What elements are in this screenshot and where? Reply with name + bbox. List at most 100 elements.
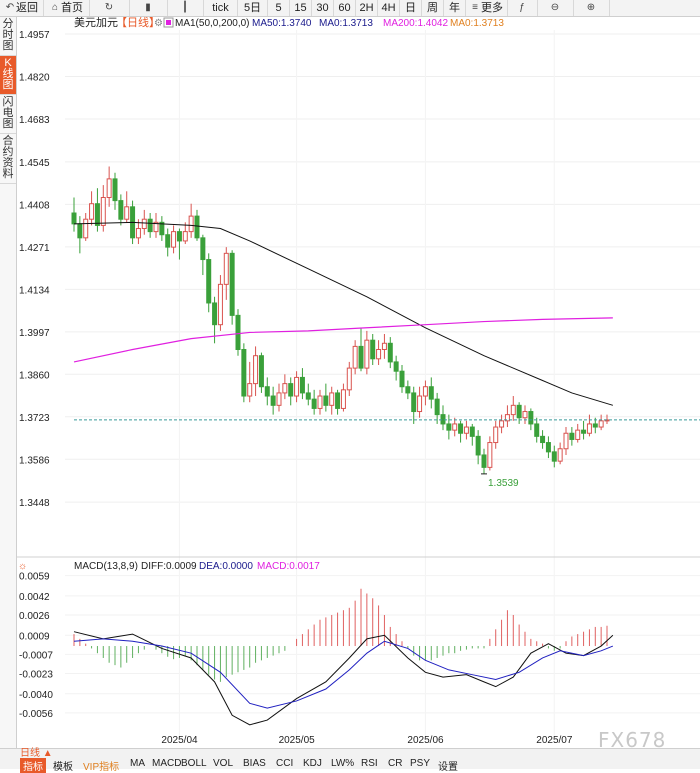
sidebar-char: 资 [2,157,14,169]
macd-legend: ☼ MACD(13,8,9) DIFF:0.0009 DEA:0.0000 MA… [18,561,320,572]
chart-svg[interactable]: 美元加元 【日线】 ⚙ MA1(50,0,200,0) MA50:1.3740 … [17,15,700,748]
bottom-tab[interactable]: VOL [213,758,234,769]
toolbar-label: 日 [405,2,416,14]
candle-body [393,361,399,372]
sidebar-item-flash[interactable]: 闪电图 [0,95,16,134]
candle-body [106,178,112,199]
bottom-tab[interactable]: CR [388,758,403,769]
candle-body [270,395,276,406]
price-legend: 美元加元 【日线】 ⚙ MA1(50,0,200,0) MA50:1.3740 … [74,15,504,29]
bottom-tab[interactable]: PSY [410,758,431,769]
bottom-bar: 日线 ▲ 指标 模板 VIP指标 MA MACD BOLL VOL BIAS CCI KDJ LW%… [0,748,700,773]
toolbar-formula-button[interactable]: ƒ [508,0,538,16]
candle-body [200,237,206,261]
candle-body [223,252,229,285]
toolbar-refresh-button[interactable]: ↻ [90,0,130,16]
toolbar-h2-button[interactable]: 2H [356,0,378,16]
sidebar-char: 闪 [2,96,14,108]
candlestick-icon: ┃ [181,2,189,13]
candle-body [551,451,557,462]
candle-body [364,339,370,369]
toolbar-label: 30 [316,2,329,14]
toolbar-label: 年 [449,2,460,14]
candle-body [194,215,200,239]
candle-body [417,395,423,413]
candle-body [370,339,376,360]
toolbar-home-button[interactable]: ⌂ 首页 [44,0,90,16]
period-tab[interactable]: 日线 ▲ [20,748,53,759]
toolbar-year-button[interactable]: 年 [444,0,466,16]
candle-body [534,423,540,437]
legend-ma1: MA1(50,0,200,0) [175,18,250,29]
toolbar-label: 15 [294,2,307,14]
toolbar-zoom-in-button[interactable]: ⊕ [574,0,610,16]
macd-settings-icon[interactable]: ☼ [18,561,27,572]
candle-body [247,383,253,397]
candle-body [235,314,241,350]
bottom-tab[interactable]: MACD [152,758,182,769]
legend-ma0-a: MA0:1.3713 [319,18,373,29]
candle-body [206,259,212,304]
toolbar-m15-button[interactable]: 15 [290,0,312,16]
candle-body [575,429,581,440]
candle-body [329,392,335,406]
sidebar-item-timeshare[interactable]: 分时图 [0,17,16,56]
sidebar-item-contract[interactable]: 合约资料 [0,134,16,184]
bottom-tab[interactable]: 设置 [438,762,458,773]
candle-body [282,383,288,394]
bottom-tab[interactable]: BOLL [181,758,207,769]
toolbar-m5-button[interactable]: 5 [268,0,290,16]
bottom-tab[interactable]: MA [130,758,145,769]
candle-body [481,454,487,468]
toolbar-h4-button[interactable]: 4H [378,0,400,16]
candle-body [258,355,264,388]
bar-chart-icon: ▮ [145,2,151,13]
candle-body [118,200,124,220]
toolbar-more-button[interactable]: ≡ 更多 [466,0,508,16]
toolbar-back-button[interactable]: ↶ 返回 [0,0,44,16]
candle-body [434,398,440,416]
candle-body [323,395,329,406]
candle-body [83,218,89,239]
bottom-tab[interactable]: VIP指标 [83,762,120,773]
toolbar-kline-button[interactable]: ┃ [168,0,204,16]
toolbar-m30-button[interactable]: 30 [312,0,334,16]
candle-body [352,345,358,369]
toolbar-indicator-button[interactable]: ▮ [130,0,168,16]
price-tick-label: 1.3723 [19,413,50,424]
price-tick-label: 1.4957 [19,30,50,41]
price-tick-label: 1.4408 [19,200,50,211]
candle-body [112,178,118,202]
toolbar-day-button[interactable]: 日 [400,0,422,16]
macd-dea-line [73,638,614,709]
bottom-tab[interactable]: 指标 [20,758,46,773]
bottom-tab[interactable]: KDJ [303,758,322,769]
bottom-tab[interactable]: LW% [331,758,355,769]
toolbar-label: 5 [275,2,282,14]
price-tick-label: 1.3860 [19,370,50,381]
toolbar-tick-button[interactable]: tick [204,0,238,16]
gear-icon[interactable]: ⚙ [154,18,163,29]
candle-body [89,203,95,220]
candle-body [545,442,551,453]
bottom-tab[interactable]: CCI [276,758,294,769]
sidebar-char: 图 [2,79,14,91]
top-toolbar: ↶ 返回 ⌂ 首页 ↻ ▮ ┃ tick 5日 5 15 30 60 2H 4H 日周年 ≡ 更多 ƒ ⊖ ⊕ [0,0,700,17]
bottom-tab[interactable]: BIAS [243,758,266,769]
bottom-tab[interactable]: RSI [361,758,378,769]
toolbar-label: 60 [338,2,351,14]
toolbar-zoom-out-button[interactable]: ⊖ [538,0,574,16]
bottom-tab[interactable]: 模板 [53,762,73,773]
refresh-icon: ↻ [104,2,114,13]
toolbar-week-button[interactable]: 周 [422,0,444,16]
zoom-out-icon: ⊖ [550,2,560,13]
toolbar-label: tick [212,2,229,14]
candle-body [399,370,405,388]
toolbar-label: 返回 [16,2,38,14]
candle-body [253,355,259,385]
toolbar-5day-button[interactable]: 5日 [238,0,268,16]
chart-area[interactable]: 美元加元 【日线】 ⚙ MA1(50,0,200,0) MA50:1.3740 … [17,15,700,748]
toolbar-m60-button[interactable]: 60 [334,0,356,16]
